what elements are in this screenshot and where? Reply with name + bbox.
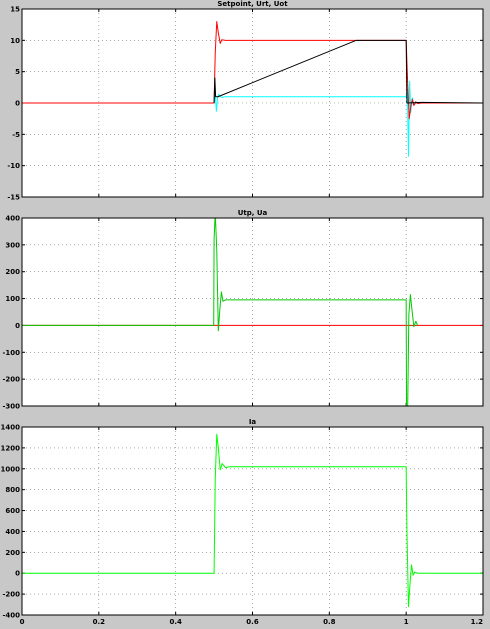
y-tick-label: -100	[2, 349, 20, 357]
axes-panel-1: Setpoint, Urt, Uot 15 10 5 0 -5 -10 -15	[7, 0, 484, 202]
axes-frame	[21, 217, 484, 407]
y-tick-label: -10	[7, 162, 20, 170]
axes-frame	[21, 426, 484, 616]
y-tick-label: 0	[15, 570, 20, 578]
panel-title: Utp, Ua	[238, 209, 268, 217]
axes-frame	[21, 8, 484, 198]
x-tick-label: 0.8	[323, 618, 336, 626]
y-tick-label: -200	[2, 591, 20, 599]
series-line-2	[22, 218, 419, 406]
x-tick-label: 0.6	[246, 618, 259, 626]
axes-panel-2: Utp, Ua 400 300 200 100 0 -100 -200 -300	[2, 209, 484, 411]
y-tick-label: 1400	[1, 424, 21, 432]
y-tick-label: -400	[2, 612, 20, 620]
y-tick-label: 800	[5, 486, 20, 494]
y-tick-label: 400	[5, 215, 20, 223]
y-tick-label: 10	[10, 37, 20, 45]
y-tick-label: 1000	[1, 465, 21, 473]
y-tick-label: 600	[5, 507, 20, 515]
y-tick-label: 200	[5, 268, 20, 276]
y-tick-label: -15	[7, 194, 20, 202]
x-tick-label: 1.2	[471, 618, 484, 626]
y-tick-label: 200	[5, 549, 20, 557]
y-tick-label: 300	[5, 241, 20, 249]
panel-title: Ia	[249, 418, 257, 426]
y-tick-label: 0	[15, 100, 20, 108]
y-tick-label: 5	[15, 68, 20, 76]
axes-panel-3: Ia 0 0.2 0.4 0.6 0.8 1 1.2 1400 1200 1000 800 600 400…	[1, 418, 484, 626]
series-line-3	[213, 39, 483, 104]
y-tick-label: -200	[2, 376, 20, 384]
y-tick-label: 15	[10, 6, 20, 14]
x-tick-label: 1	[404, 618, 409, 626]
y-tick-label: 400	[5, 528, 20, 536]
panel-title: Setpoint, Urt, Uot	[217, 0, 288, 8]
x-tick-label: 0.2	[93, 618, 106, 626]
series-line-1	[22, 433, 483, 608]
y-tick-label: -300	[2, 403, 20, 411]
y-tick-label: 1200	[1, 444, 21, 452]
y-tick-label: -5	[12, 131, 20, 139]
x-tick-label: 0	[20, 618, 25, 626]
y-tick-label: 100	[5, 295, 20, 303]
y-tick-label: 0	[15, 322, 20, 330]
x-tick-label: 0.4	[169, 618, 182, 626]
